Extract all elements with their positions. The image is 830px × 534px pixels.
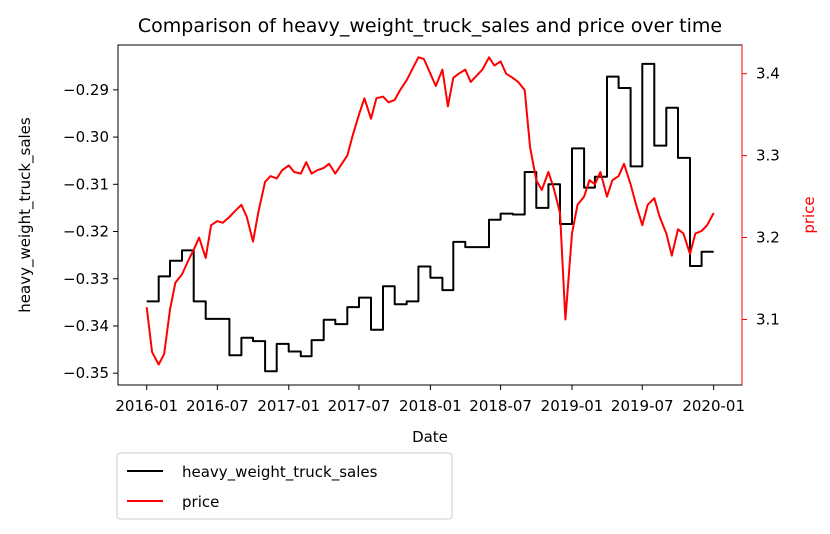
legend-label-heavy-weight-truck-sales: heavy_weight_truck_sales — [182, 463, 378, 482]
x-tick-label: 2018-01 — [399, 397, 462, 415]
left-axis-ticks: −0.29 −0.30 −0.31 −0.32 −0.33 −0.34 −0.35 — [63, 81, 118, 382]
x-axis-label: Date — [412, 428, 448, 446]
x-tick-label: 2016-01 — [115, 397, 178, 415]
x-tick-label: 2017-07 — [328, 397, 391, 415]
left-y-tick-label: −0.34 — [63, 317, 109, 335]
legend-frame — [116, 452, 453, 520]
legend-label-price: price — [182, 493, 219, 511]
right-y-tick-label: 3.4 — [756, 65, 780, 83]
x-axis-ticks: 2016-01 2016-07 2017-01 2017-07 2018-01 2018-… — [115, 385, 745, 415]
x-tick-label: 2020-01 — [682, 397, 745, 415]
x-tick-label: 2018-07 — [469, 397, 532, 415]
legend: heavy_weight_truck_sales price — [116, 452, 453, 520]
left-axis-label: heavy_weight_truck_sales — [16, 117, 35, 313]
plot-area-frame — [117, 44, 743, 386]
chart-title: Comparison of heavy_weight_truck_sales a… — [138, 15, 722, 37]
left-y-tick-label: −0.32 — [63, 223, 109, 241]
x-tick-label: 2016-07 — [186, 397, 249, 415]
x-tick-label: 2019-01 — [541, 397, 604, 415]
left-y-tick-label: −0.35 — [63, 364, 109, 382]
right-y-tick-label: 3.1 — [756, 310, 780, 328]
left-y-tick-label: −0.31 — [63, 175, 109, 193]
left-y-tick-label: −0.30 — [63, 128, 109, 146]
series-line-price — [145, 56, 715, 366]
right-axis-label: price — [800, 196, 818, 233]
right-y-tick-label: 3.2 — [756, 229, 780, 247]
series-layer — [145, 56, 715, 373]
series-line-heavy-weight-truck-sales — [146, 62, 714, 373]
right-y-tick-label: 3.3 — [756, 147, 780, 165]
left-y-tick-label: −0.29 — [63, 81, 109, 99]
x-tick-label: 2019-07 — [611, 397, 674, 415]
x-tick-label: 2017-01 — [257, 397, 320, 415]
right-axis-ticks: 3.4 3.3 3.2 3.1 — [742, 65, 780, 328]
left-y-tick-label: −0.33 — [63, 270, 109, 288]
